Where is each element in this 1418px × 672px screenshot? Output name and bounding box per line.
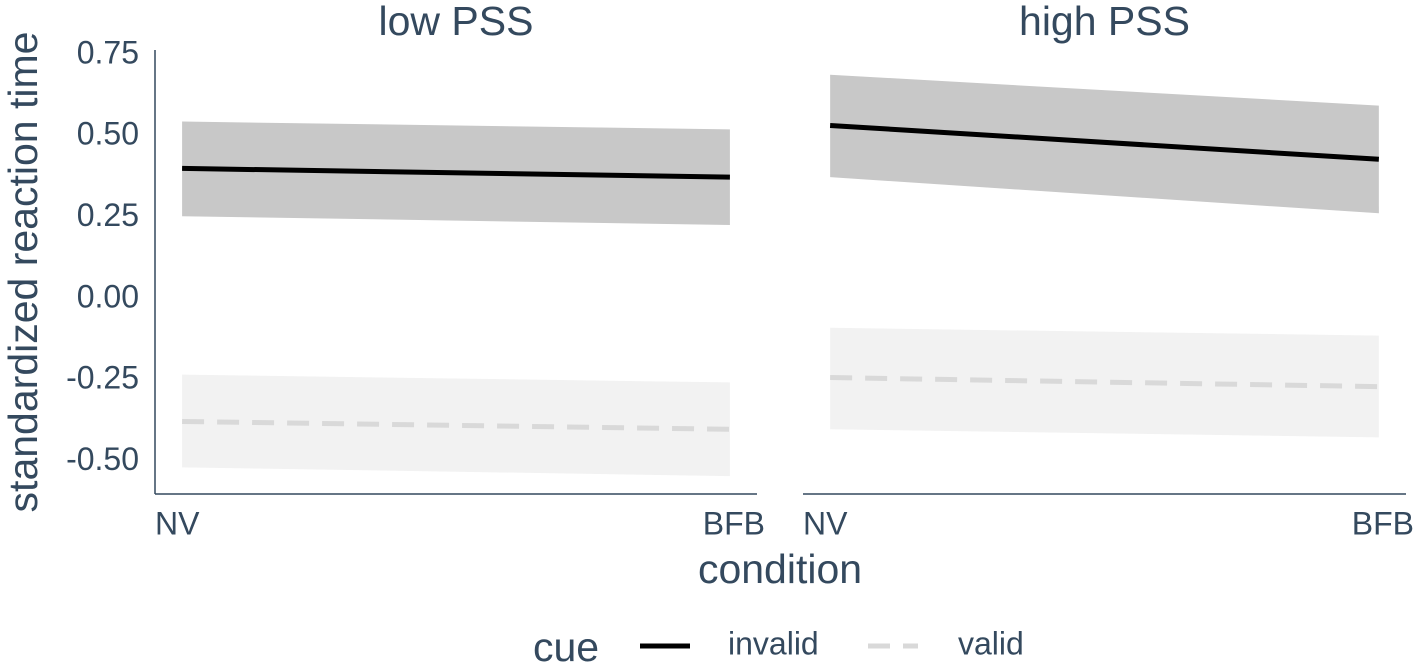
y-axis-title: standardized reaction time — [0, 32, 46, 513]
line — [830, 375, 1379, 390]
line — [182, 418, 730, 432]
y-tick-label: 0.75 — [77, 34, 139, 70]
line — [829, 122, 1380, 162]
legend-label: invalid — [728, 625, 819, 661]
x-tick-label: NV — [803, 505, 848, 541]
legend-title: cue — [533, 624, 599, 670]
y-tick-label: -0.50 — [66, 441, 139, 477]
x-tick-label: BFB — [1352, 505, 1414, 541]
line — [182, 165, 730, 180]
ci-band — [830, 327, 1379, 438]
ci-band — [182, 374, 730, 477]
x-tick-label: BFB — [703, 505, 765, 541]
legend-label: valid — [958, 625, 1024, 661]
panel-title: high PSS — [1019, 0, 1190, 44]
x-tick-label: NV — [155, 505, 200, 541]
y-tick-label: 0.00 — [77, 278, 139, 314]
x-axis-title: condition — [698, 546, 862, 592]
y-tick-label: -0.25 — [66, 360, 139, 396]
y-tick-label: 0.25 — [77, 197, 139, 233]
panel-title: low PSS — [379, 0, 534, 44]
y-tick-label: 0.50 — [77, 116, 139, 152]
